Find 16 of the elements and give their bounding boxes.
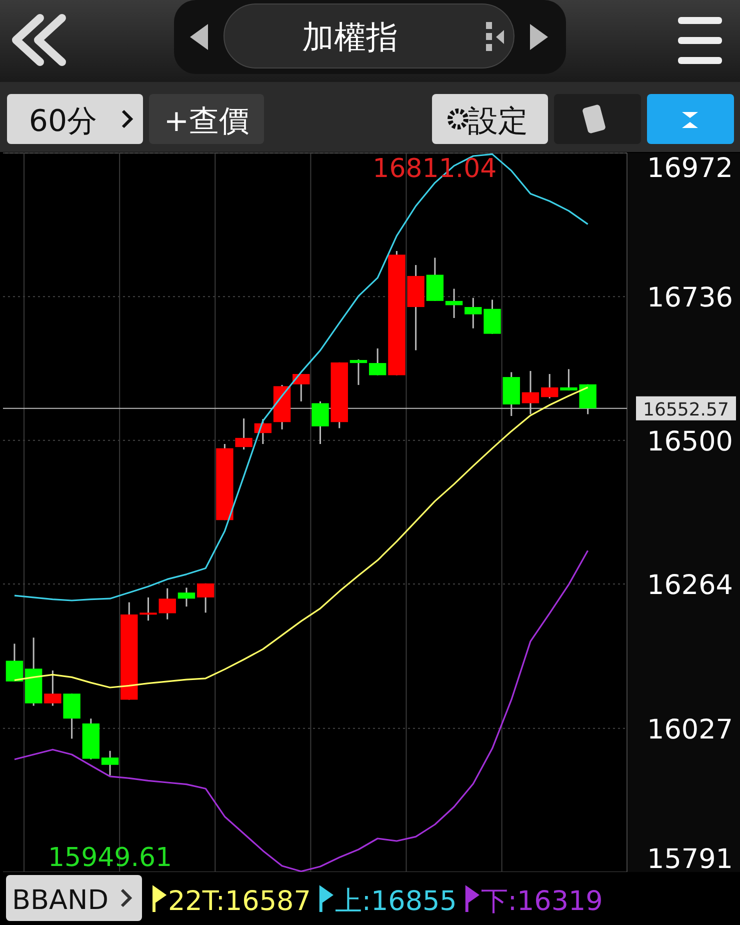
legend-title: BBAND (12, 885, 109, 916)
y-tick-label: 16264 (647, 570, 733, 602)
text: +查價 (164, 104, 250, 139)
ref-line-label: 16552.57 (643, 399, 729, 420)
y-tick-label: 16736 (647, 282, 733, 314)
title: 加權指 (302, 18, 398, 56)
y-tick-label: 16500 (647, 426, 733, 458)
legend-label: 22T:16587 (168, 886, 311, 917)
y-tick-label: 16027 (647, 714, 733, 746)
y-tick-label: 15791 (647, 844, 733, 875)
text: 60分 (28, 104, 98, 139)
text: 設定 (468, 104, 528, 139)
legend-label: 上:16855 (334, 886, 457, 917)
annotation: 15949.61 (48, 843, 172, 873)
legend-label: 下:16319 (480, 886, 603, 917)
y-tick-label: 16972 (647, 153, 733, 184)
